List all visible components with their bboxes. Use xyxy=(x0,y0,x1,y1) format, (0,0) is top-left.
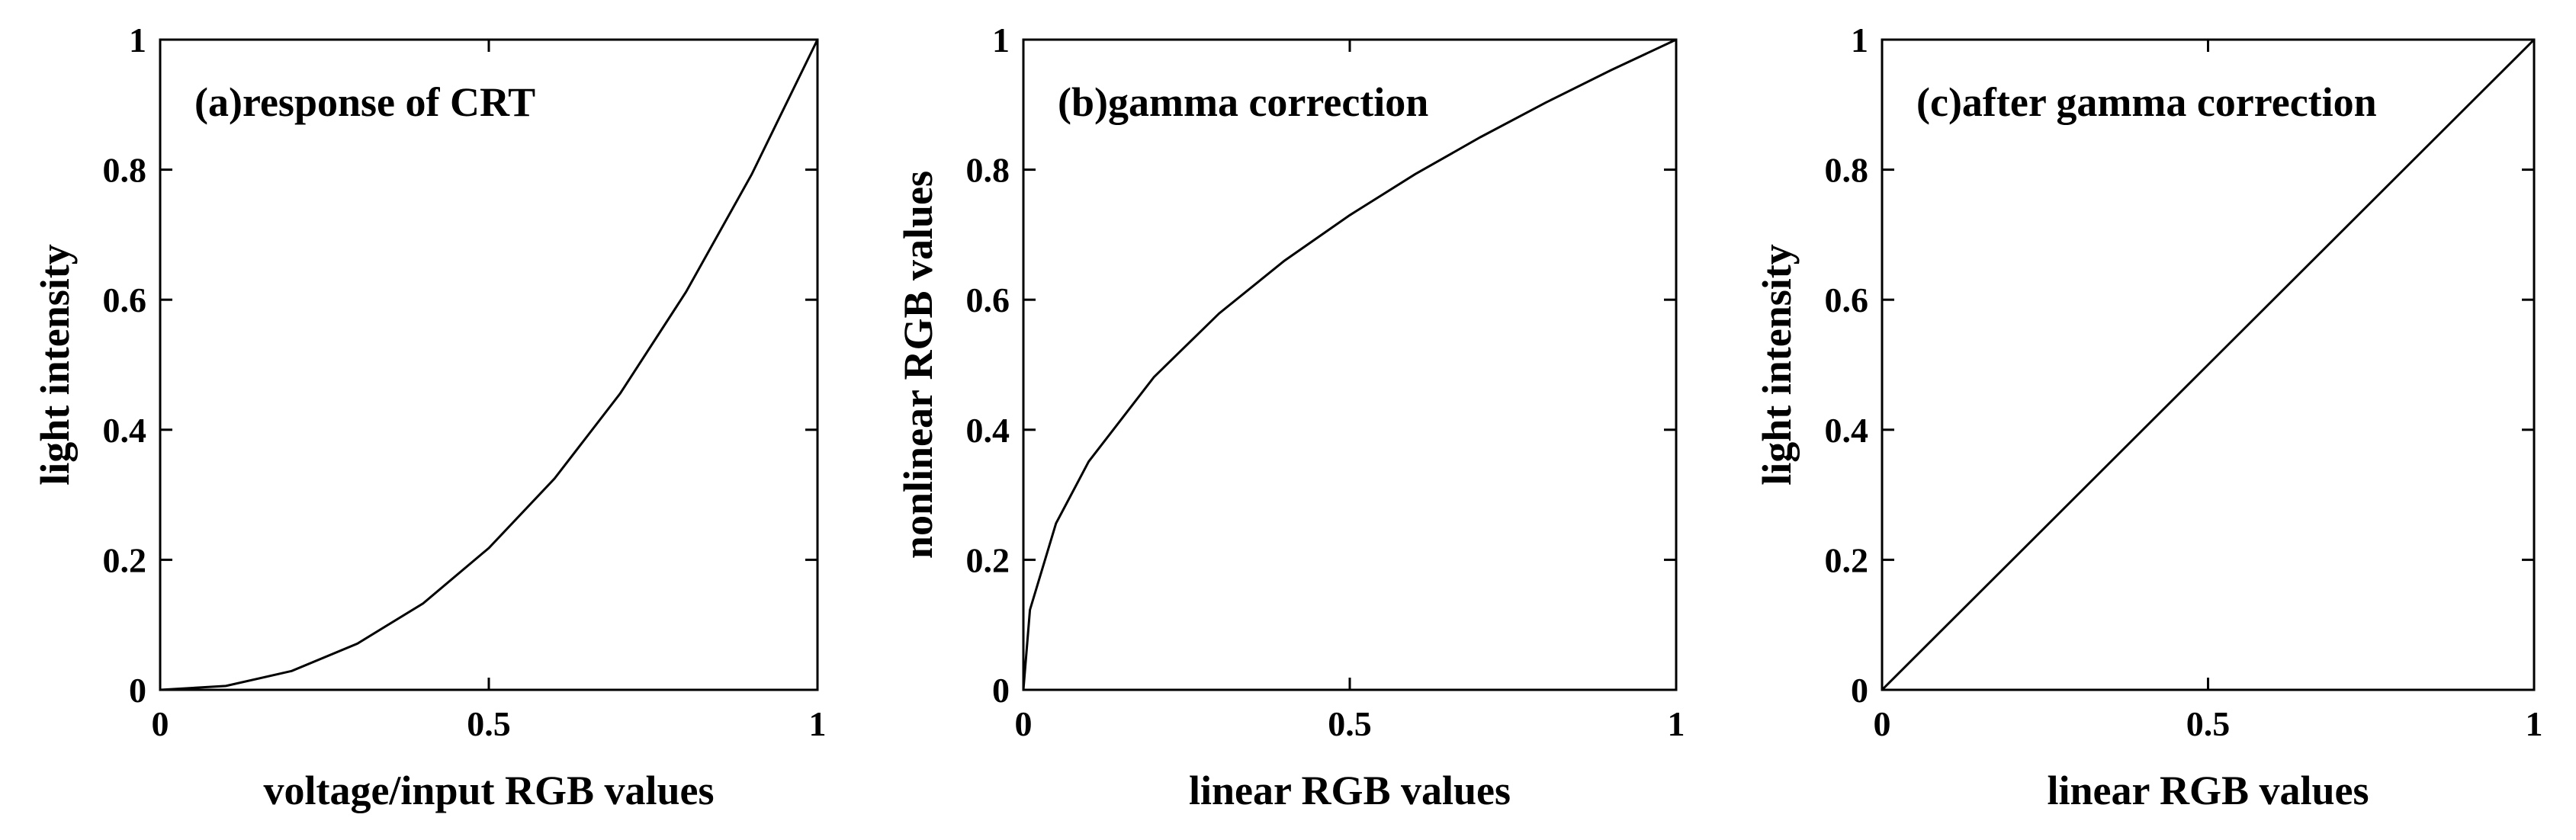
y-axis-label: nonlinear RGB values xyxy=(895,171,941,559)
x-tick-label: 0.5 xyxy=(2186,704,2231,743)
panel-title: (b)gamma correction xyxy=(1058,79,1428,125)
y-tick-label: 0.8 xyxy=(103,151,147,190)
x-tick-label: 0 xyxy=(1015,704,1033,743)
panel-title: (a)response of CRT xyxy=(194,79,535,125)
x-tick-label: 1 xyxy=(1668,704,1685,743)
y-axis-label: light intensity xyxy=(1754,244,1800,486)
y-tick-label: 0.2 xyxy=(966,540,1010,579)
x-tick-label: 0 xyxy=(152,704,169,743)
panel-3: 0 0.5 1 0 0.2 0.4 0.6 0.8 1 (c)after gamma correc… xyxy=(1754,21,2543,813)
y-tick-label: 0.2 xyxy=(103,540,147,579)
panel-2: 0 0.5 1 0 0.2 0.4 0.6 0.8 1 (b)gamma correction li… xyxy=(895,21,1685,813)
y-tick-label: 0 xyxy=(129,671,146,710)
x-tick-label: 0.5 xyxy=(1328,704,1372,743)
series-line xyxy=(159,39,819,691)
x-tick-label: 0.5 xyxy=(467,704,511,743)
y-tick-label: 1 xyxy=(129,21,146,59)
y-tick-label: 0 xyxy=(992,671,1010,710)
y-tick-label: 1 xyxy=(992,21,1010,59)
y-tick-label: 0.8 xyxy=(966,151,1010,190)
y-tick-label: 0.6 xyxy=(966,281,1010,319)
y-tick-label: 0.4 xyxy=(1825,411,1869,450)
y-tick-label: 0 xyxy=(1851,671,1868,710)
x-axis-label: linear RGB values xyxy=(2047,768,2369,813)
y-tick-label: 0.6 xyxy=(103,281,147,319)
x-tick-label: 1 xyxy=(809,704,827,743)
series-line xyxy=(1022,38,1677,691)
plot-frame xyxy=(159,38,819,691)
x-tick-label: 0 xyxy=(1874,704,1891,743)
series-line xyxy=(1881,38,2536,691)
y-tick-label: 1 xyxy=(1851,21,1868,59)
y-tick-label: 0.8 xyxy=(1825,151,1869,190)
y-tick-label: 0.4 xyxy=(103,411,147,450)
y-tick-label: 0.6 xyxy=(1825,281,1869,319)
x-axis-label: voltage/input RGB values xyxy=(263,768,714,813)
panel-title: (c)after gamma correction xyxy=(1916,79,2377,125)
y-tick-label: 0.2 xyxy=(1825,540,1869,579)
y-axis-label: light intensity xyxy=(32,244,78,486)
panel-1: 0 0.5 1 0 0.2 0.4 0.6 0.8 1 (a)response of CRT vol… xyxy=(32,21,827,813)
x-tick-label: 1 xyxy=(2526,704,2543,743)
plot-frame xyxy=(1022,38,1678,691)
y-tick-label: 0.4 xyxy=(966,411,1010,450)
x-axis-label: linear RGB values xyxy=(1189,768,1511,813)
